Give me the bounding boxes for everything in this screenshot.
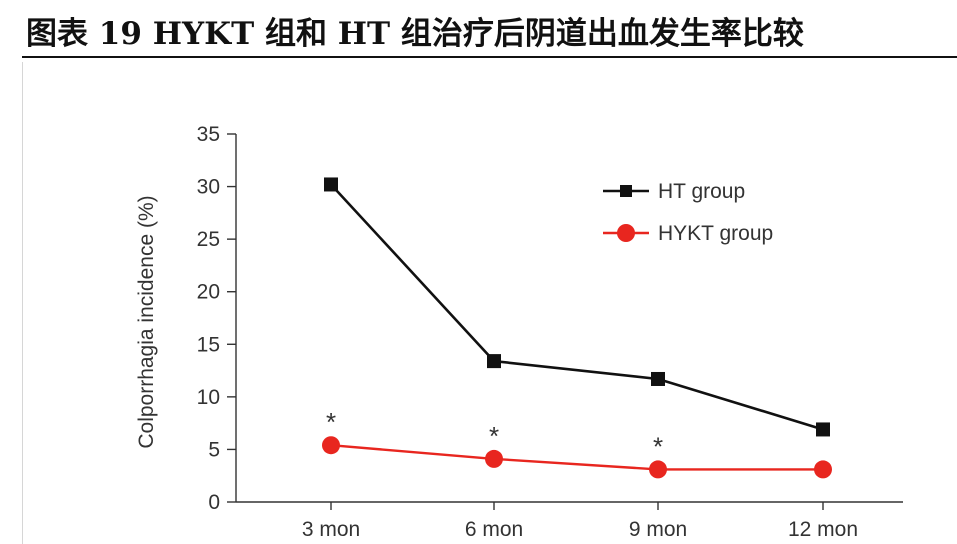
y-tick-label: 30 xyxy=(197,176,220,199)
y-tick-label: 0 xyxy=(208,491,220,514)
data-point-ht xyxy=(487,354,501,369)
significance-asterisk: * xyxy=(653,431,663,461)
x-tick-label: 6 mon xyxy=(465,518,523,541)
series-line-hykt xyxy=(330,444,823,471)
significance-asterisk: * xyxy=(489,421,499,451)
x-tick-label: 9 mon xyxy=(629,518,687,541)
x-tick-label: 3 mon xyxy=(302,518,360,541)
data-point-hykt xyxy=(649,460,667,479)
y-axis-label: Colporrhagia incidence (%) xyxy=(135,195,158,448)
legend-label: HYKT group xyxy=(658,222,773,245)
data-point-ht xyxy=(324,177,338,192)
y-tick-label: 20 xyxy=(197,281,220,304)
legend-marker-square xyxy=(620,185,632,197)
line-chart: 0 5 10 15 20 25 30 35 3 mon 6 mon 9 mon 12 mon Colpo… xyxy=(135,123,903,541)
data-point-hykt xyxy=(485,449,503,468)
data-point-hykt xyxy=(814,460,832,479)
data-point-hykt xyxy=(322,436,340,455)
y-tick-label: 25 xyxy=(197,228,220,251)
data-point-ht xyxy=(651,371,665,386)
series-line-ht xyxy=(330,183,824,431)
title-divider xyxy=(22,56,957,58)
page-title: 图表 19 HYKT 组和 HT 组治疗后阴道出血发生率比较 xyxy=(26,16,804,52)
y-tick-label: 10 xyxy=(197,386,220,409)
chart-panel: 0 5 10 15 20 25 30 35 3 mon 6 mon 9 mon 12 mon Colpo… xyxy=(22,62,957,544)
y-tick-label: 15 xyxy=(197,333,220,356)
significance-asterisk: * xyxy=(326,407,336,437)
y-tick-label: 35 xyxy=(197,123,220,146)
x-tick-label: 12 mon xyxy=(788,518,858,541)
legend-label: HT group xyxy=(658,180,745,203)
legend-marker-circle xyxy=(617,224,635,242)
y-tick-label: 5 xyxy=(208,438,220,461)
data-point-ht xyxy=(816,422,830,437)
